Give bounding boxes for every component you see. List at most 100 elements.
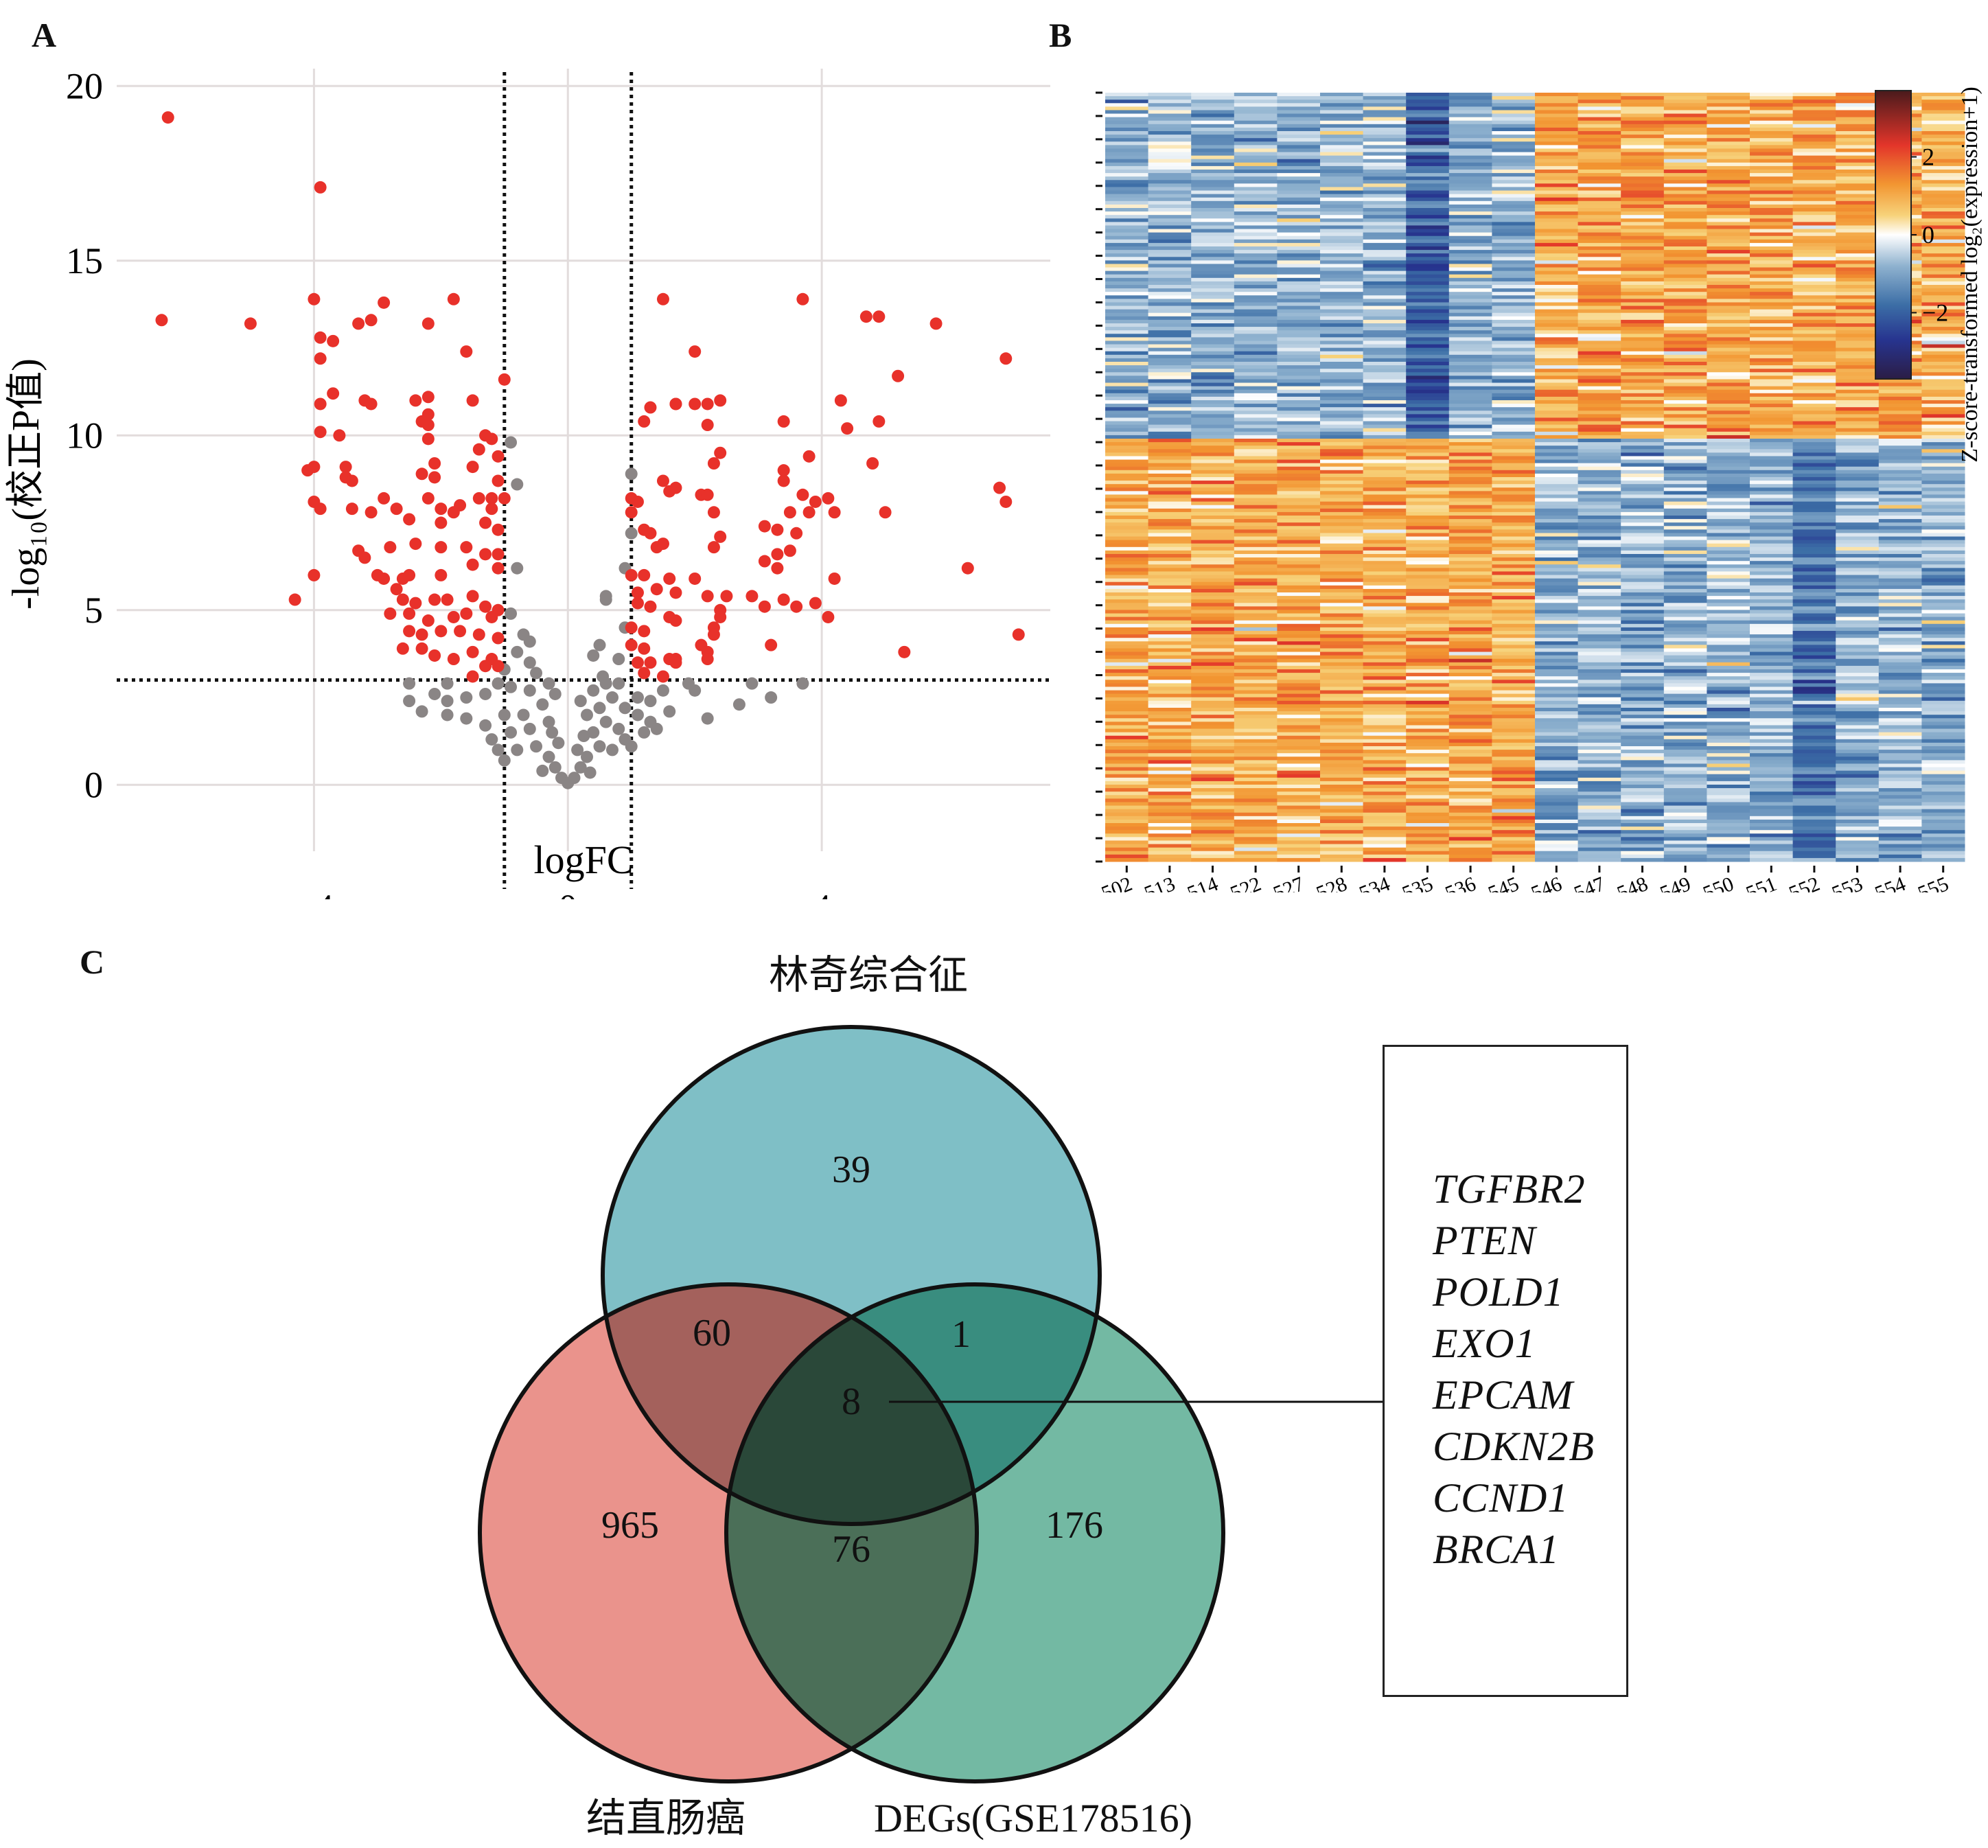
heatmap-cell xyxy=(1148,414,1192,418)
heatmap-cell xyxy=(1148,588,1192,593)
heatmap-cell xyxy=(1148,173,1192,177)
heatmap-cell xyxy=(1878,837,1922,841)
heatmap-cell xyxy=(1406,830,1450,834)
heatmap-cell xyxy=(1448,253,1492,257)
volcano-point-nonsignificant xyxy=(746,677,759,690)
heatmap-cell xyxy=(1234,805,1278,810)
heatmap-cell xyxy=(1577,330,1621,334)
heatmap-cell xyxy=(1406,571,1450,576)
heatmap-cell xyxy=(1878,449,1922,453)
heatmap-cell xyxy=(1363,428,1407,432)
heatmap-cell xyxy=(1621,571,1665,576)
heatmap-cell xyxy=(1448,599,1492,603)
heatmap-cell xyxy=(1707,802,1750,807)
heatmap-cell xyxy=(1750,417,1794,422)
heatmap-cell xyxy=(1750,379,1794,384)
heatmap-cell xyxy=(1191,148,1235,153)
heatmap-cell xyxy=(1191,232,1235,237)
heatmap-cell xyxy=(1448,718,1492,722)
heatmap-cell xyxy=(1148,526,1192,530)
heatmap-cell xyxy=(1320,145,1364,149)
heatmap-cell xyxy=(1406,225,1450,230)
heatmap-cell xyxy=(1105,295,1149,299)
heatmap-cell xyxy=(1921,481,1965,485)
heatmap-cell xyxy=(1148,505,1192,509)
heatmap-column-labels: Patient 502Patient 513Patient 514Patient… xyxy=(1041,873,1952,892)
heatmap-cell xyxy=(1707,180,1750,184)
heatmap-cell xyxy=(1621,316,1665,321)
heatmap-cell xyxy=(1792,449,1836,453)
heatmap-cell xyxy=(1663,267,1707,272)
heatmap-cell xyxy=(1577,277,1621,282)
heatmap-cell xyxy=(1921,693,1965,698)
heatmap-cell xyxy=(1577,798,1621,802)
heatmap-cell xyxy=(1277,417,1321,422)
heatmap-cell xyxy=(1750,463,1794,467)
heatmap-cell xyxy=(1707,592,1750,597)
volcano-threshold-lines xyxy=(117,72,1050,889)
volcano-point-significant xyxy=(746,590,759,603)
volcano-point-significant xyxy=(460,607,473,620)
heatmap-cell xyxy=(1792,267,1836,272)
heatmap-cell xyxy=(1535,281,1579,286)
heatmap-cell xyxy=(1577,767,1621,772)
heatmap-cell xyxy=(1792,683,1836,687)
heatmap-cell xyxy=(1363,543,1407,548)
heatmap-cell xyxy=(1836,145,1880,149)
heatmap-cell xyxy=(1320,623,1364,628)
heatmap-cell xyxy=(1448,309,1492,314)
heatmap-cell xyxy=(1621,442,1665,446)
heatmap-cell xyxy=(1448,159,1492,163)
heatmap-cell xyxy=(1878,540,1922,544)
heatmap-cell xyxy=(1448,655,1492,660)
heatmap-cell xyxy=(1750,232,1794,237)
heatmap-cell xyxy=(1750,382,1794,387)
heatmap-cell xyxy=(1750,588,1794,593)
heatmap-cell xyxy=(1707,505,1750,509)
heatmap-cell xyxy=(1234,511,1278,516)
heatmap-cell xyxy=(1921,746,1965,750)
heatmap-cell xyxy=(1105,477,1149,481)
heatmap-cell xyxy=(1707,669,1750,673)
volcano-point-significant xyxy=(689,572,702,585)
heatmap-cell xyxy=(1277,386,1321,391)
heatmap-cell xyxy=(1836,546,1880,551)
heatmap-cell xyxy=(1234,830,1278,834)
heatmap-cell xyxy=(1320,285,1364,289)
heatmap-cell xyxy=(1363,792,1407,796)
heatmap-cell xyxy=(1148,200,1192,205)
venn-set-label-right: DEGs(GSE178516) xyxy=(874,1796,1192,1840)
heatmap-cell xyxy=(1792,302,1836,307)
heatmap-cell xyxy=(1320,428,1364,432)
heatmap-cell xyxy=(1234,103,1278,107)
heatmap-cell xyxy=(1535,197,1579,202)
heatmap-cell xyxy=(1663,529,1707,533)
volcano-point-significant xyxy=(466,461,479,474)
heatmap-cell xyxy=(1577,634,1621,638)
heatmap-cell xyxy=(1191,215,1235,219)
heatmap-cell xyxy=(1448,264,1492,268)
heatmap-cell xyxy=(1191,274,1235,279)
volcano-point-significant xyxy=(758,555,771,568)
heatmap-cell xyxy=(1191,113,1235,118)
heatmap-cell xyxy=(1406,235,1450,240)
heatmap-cell xyxy=(1363,700,1407,705)
heatmap-cell xyxy=(1577,270,1621,275)
heatmap-cell xyxy=(1750,477,1794,481)
heatmap-cell xyxy=(1234,708,1278,712)
heatmap-cell xyxy=(1191,456,1235,461)
heatmap-cell xyxy=(1277,511,1321,516)
heatmap-cell xyxy=(1750,327,1794,331)
heatmap-cell xyxy=(1191,809,1235,813)
heatmap-cell xyxy=(1621,131,1665,135)
heatmap-cell xyxy=(1492,715,1536,719)
heatmap-cell xyxy=(1191,550,1235,555)
heatmap-cell xyxy=(1191,610,1235,614)
heatmap-cell xyxy=(1406,170,1450,174)
heatmap-cell xyxy=(1492,732,1536,737)
heatmap-cell xyxy=(1621,145,1665,149)
heatmap-cell xyxy=(1577,690,1621,695)
heatmap-cell xyxy=(1836,742,1880,747)
heatmap-cell xyxy=(1792,785,1836,789)
